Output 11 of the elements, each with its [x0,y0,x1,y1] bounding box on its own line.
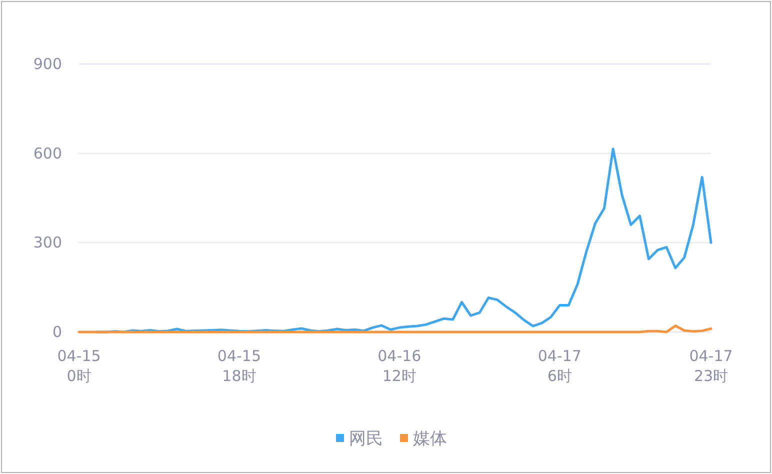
x-tick-label: 04-17 23时 [689,347,733,385]
y-tick-label: 0 [52,323,62,341]
legend-label: 媒体 [413,429,447,449]
x-tick-label: 04-15 18时 [217,347,262,385]
y-tick-label: 900 [33,55,62,73]
y-tick-label: 600 [33,144,62,162]
x-tick-label: 04-17 6时 [538,347,582,385]
y-tick-label: 300 [33,234,62,252]
x-tick-label: 04-15 0时 [57,347,101,385]
x-tick-label: 04-16 12时 [378,347,422,385]
legend-label: 网民 [349,429,383,449]
